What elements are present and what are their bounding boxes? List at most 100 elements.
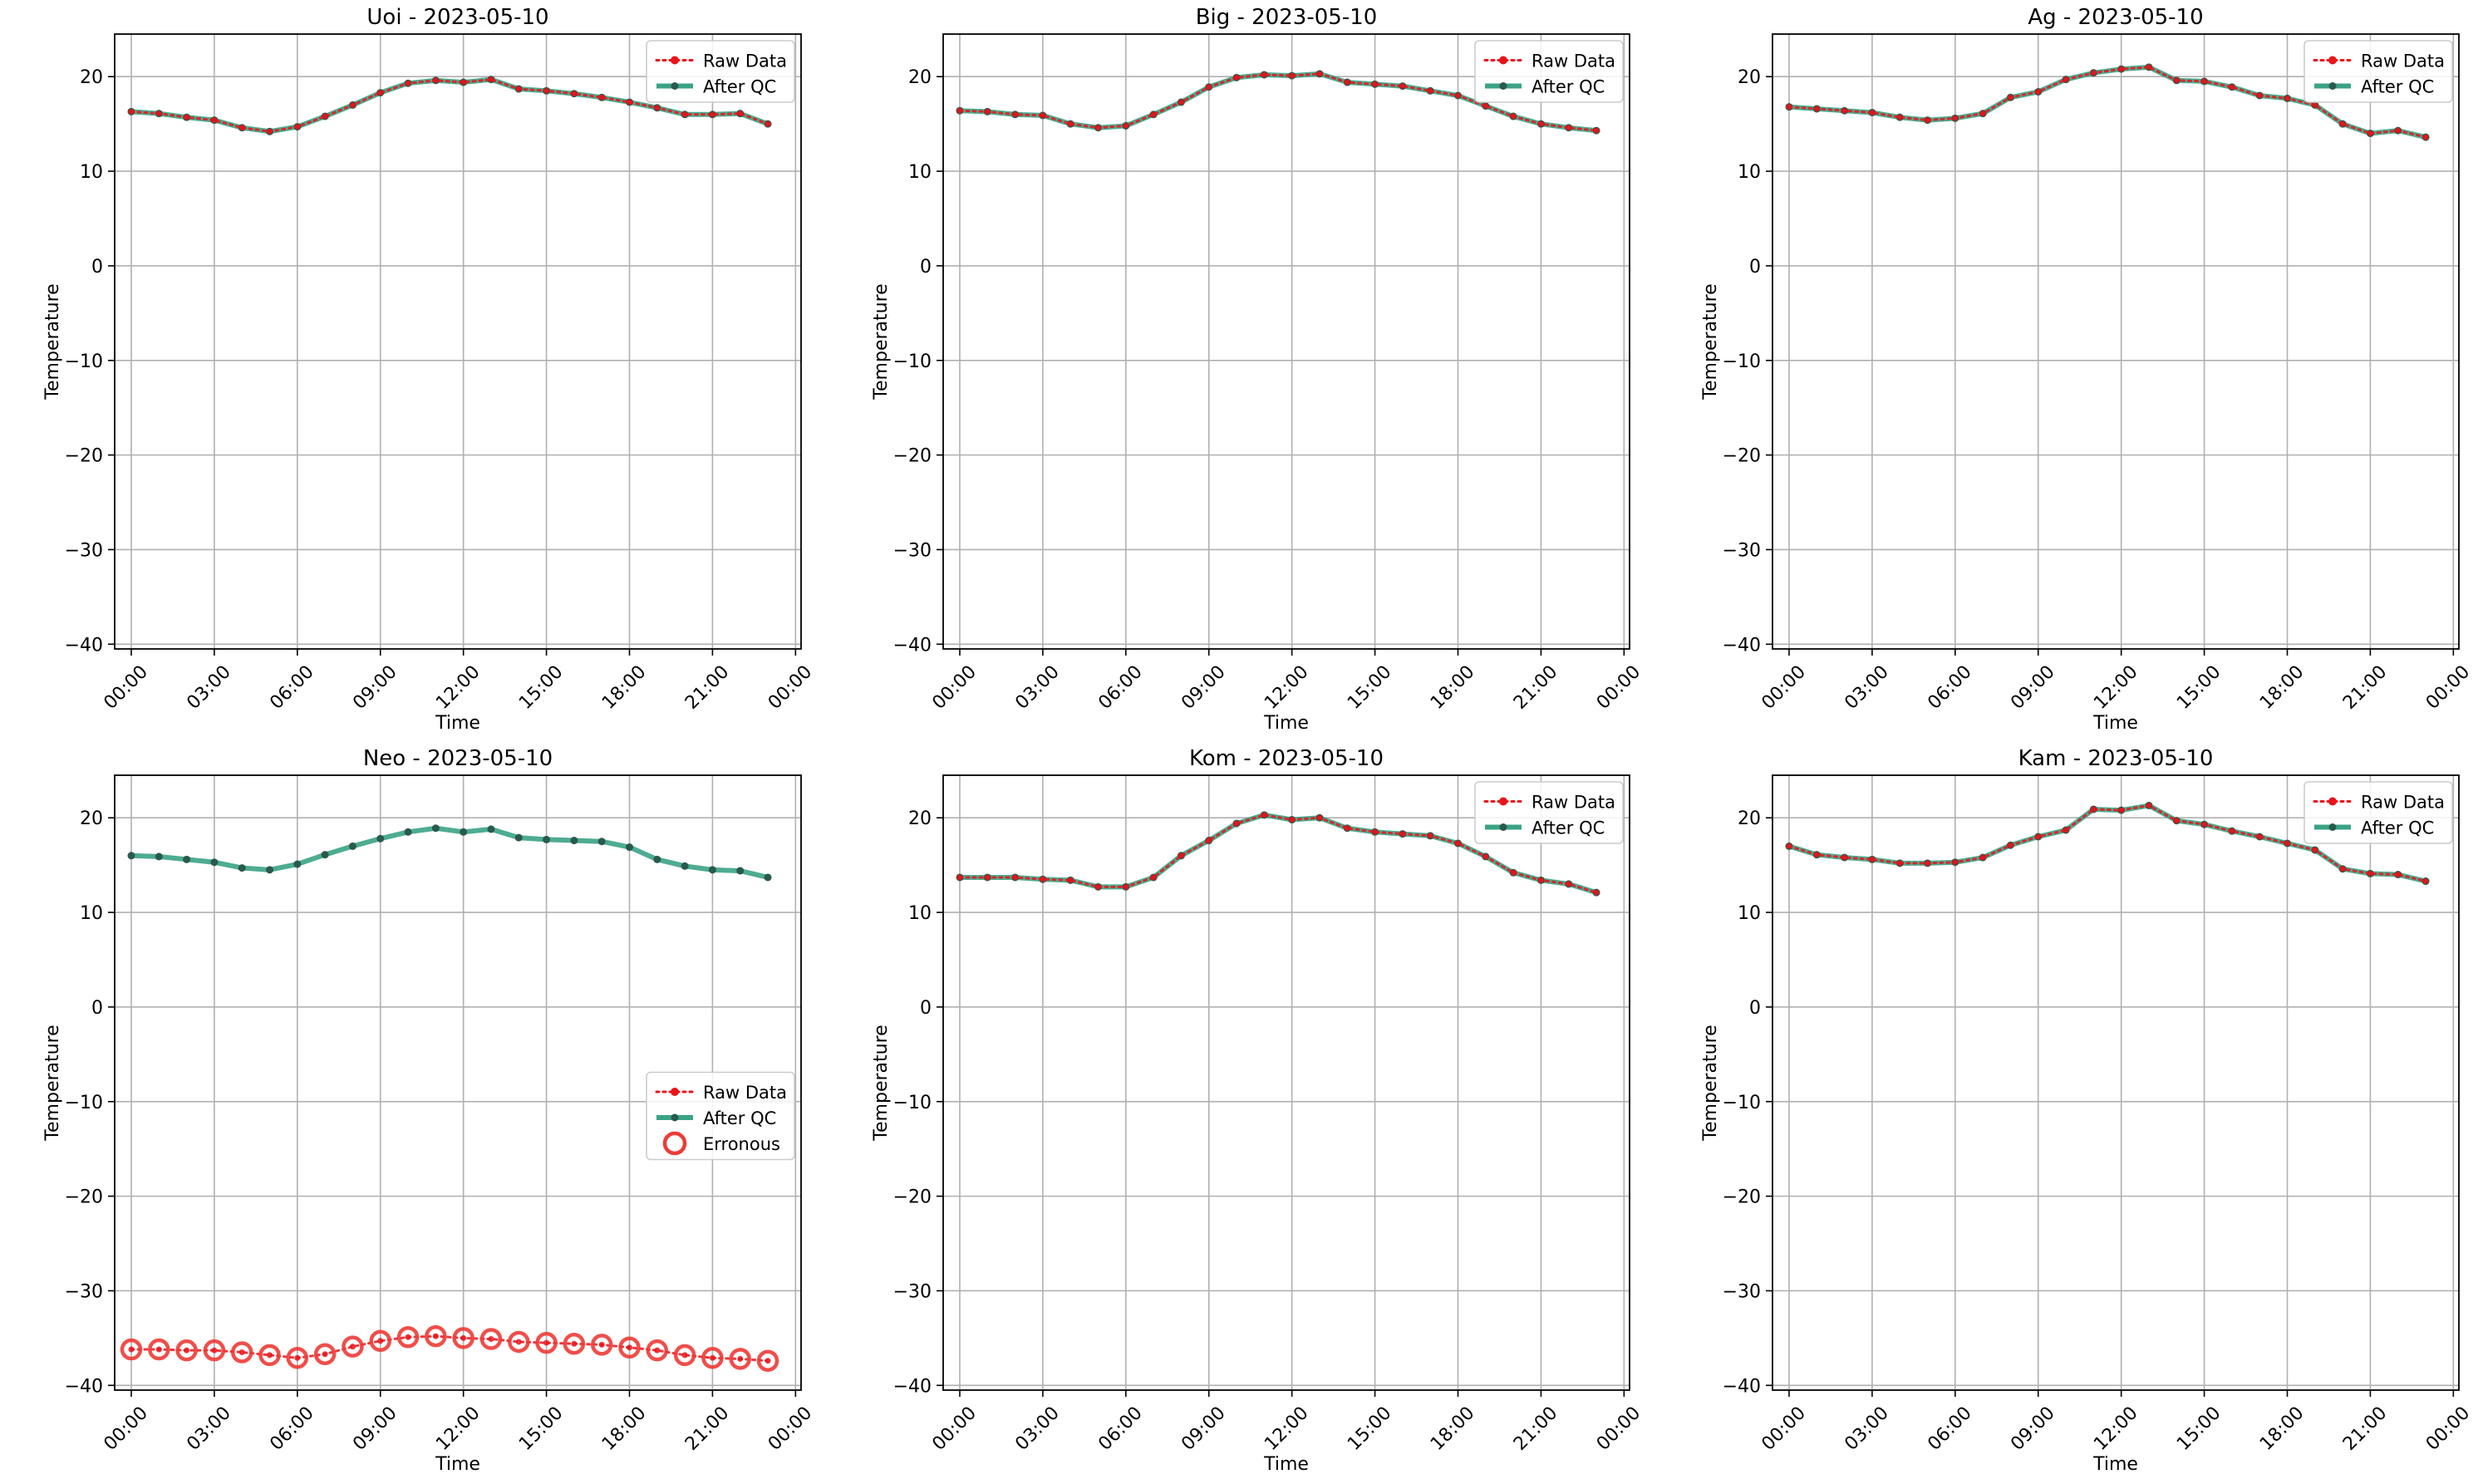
y-axis-label: Temperature bbox=[871, 283, 892, 400]
legend-label: After QC bbox=[703, 77, 776, 97]
point-raw-data bbox=[2312, 847, 2318, 853]
y-tick-label: −20 bbox=[1723, 1187, 1761, 1208]
point-raw-data bbox=[267, 128, 273, 135]
y-tick-label: 10 bbox=[1738, 162, 1761, 183]
point-raw-data bbox=[432, 1333, 439, 1339]
point-raw-data bbox=[2256, 833, 2263, 840]
point-raw-data bbox=[1012, 111, 1019, 118]
point-raw-data bbox=[2367, 130, 2373, 137]
point-raw-data bbox=[1233, 74, 1240, 81]
legend-label: After QC bbox=[1532, 77, 1605, 97]
legend-label: Erronous bbox=[703, 1134, 780, 1154]
point-after-qc bbox=[127, 852, 135, 860]
point-raw-data bbox=[543, 87, 550, 94]
point-raw-data bbox=[543, 1339, 550, 1346]
y-tick-label: −20 bbox=[65, 1187, 103, 1208]
point-raw-data bbox=[984, 874, 991, 881]
x-tick-label: 09:00 bbox=[2007, 661, 2059, 714]
series-line-raw-data bbox=[1787, 66, 2427, 139]
point-after-qc bbox=[266, 866, 274, 874]
point-raw-data bbox=[709, 1354, 715, 1361]
y-tick-label: −10 bbox=[1723, 1093, 1761, 1113]
point-erronous bbox=[563, 1332, 586, 1355]
y-tick-label: −30 bbox=[1723, 540, 1761, 561]
point-raw-data bbox=[294, 1354, 301, 1361]
point-raw-data bbox=[2063, 827, 2069, 833]
legend: Raw Data After QC bbox=[1474, 781, 1624, 844]
y-tick-label: −10 bbox=[893, 1093, 932, 1113]
point-erronous bbox=[175, 1339, 198, 1362]
legend-marker-raw-data bbox=[2328, 797, 2337, 806]
point-raw-data bbox=[1040, 112, 1046, 119]
point-erronous bbox=[258, 1344, 281, 1367]
legend-swatch-erronous bbox=[662, 1131, 687, 1156]
point-after-qc bbox=[376, 834, 385, 843]
point-raw-data bbox=[128, 1346, 135, 1353]
y-tick-label: 10 bbox=[908, 903, 932, 924]
chart-title: Big - 2023-05-10 bbox=[1196, 5, 1378, 30]
point-raw-data bbox=[1095, 883, 1102, 890]
x-tick-label: 03:00 bbox=[1841, 1403, 1893, 1455]
y-tick-label: 10 bbox=[908, 162, 932, 183]
point-erronous bbox=[729, 1348, 751, 1370]
point-raw-data bbox=[654, 105, 661, 111]
x-tick-label: 12:00 bbox=[1261, 1403, 1313, 1455]
point-erronous bbox=[479, 1328, 503, 1350]
point-raw-data bbox=[2146, 802, 2152, 808]
series-line-raw-data bbox=[958, 813, 1598, 894]
x-tick-label: 18:00 bbox=[2256, 661, 2308, 714]
point-raw-data bbox=[1896, 860, 1903, 867]
point-raw-data bbox=[405, 1334, 411, 1340]
point-raw-data bbox=[2201, 821, 2208, 828]
legend-marker-after-qc bbox=[671, 82, 679, 90]
point-raw-data bbox=[1455, 92, 1461, 99]
point-raw-data bbox=[211, 117, 218, 124]
plot-frame bbox=[942, 774, 1630, 1391]
x-tick-label: 09:00 bbox=[349, 1403, 401, 1455]
point-raw-data bbox=[1482, 853, 1489, 860]
legend-marker-raw-data bbox=[1499, 797, 1507, 806]
point-raw-data bbox=[1482, 103, 1489, 110]
point-raw-data bbox=[267, 1352, 273, 1359]
series-line-raw-data bbox=[1787, 803, 2427, 883]
point-raw-data bbox=[2422, 878, 2429, 885]
y-tick-label: 20 bbox=[1738, 808, 1761, 829]
point-raw-data bbox=[432, 77, 439, 84]
point-raw-data bbox=[1869, 856, 1876, 862]
point-erronous bbox=[148, 1338, 170, 1361]
x-tick-label: 00:00 bbox=[928, 1403, 981, 1455]
x-tick-label: 09:00 bbox=[1178, 661, 1230, 714]
point-raw-data bbox=[184, 114, 190, 120]
point-raw-data bbox=[2339, 866, 2346, 872]
point-raw-data bbox=[2229, 84, 2235, 91]
y-tick-label: 20 bbox=[1738, 67, 1761, 88]
point-raw-data bbox=[2422, 134, 2429, 140]
point-raw-data bbox=[1537, 877, 1544, 883]
point-raw-data bbox=[1372, 828, 1379, 835]
x-tick-label: 06:00 bbox=[266, 661, 318, 714]
point-raw-data bbox=[571, 91, 578, 97]
point-raw-data bbox=[956, 107, 963, 114]
x-tick-label: 00:00 bbox=[1758, 661, 1810, 714]
x-tick-label: 15:00 bbox=[515, 661, 568, 714]
x-tick-label: 21:00 bbox=[681, 1403, 734, 1455]
point-after-qc bbox=[570, 837, 578, 845]
x-tick-label: 00:00 bbox=[100, 661, 152, 714]
point-raw-data bbox=[2201, 78, 2208, 85]
point-raw-data bbox=[1952, 115, 1959, 121]
point-raw-data bbox=[765, 120, 771, 127]
chart-title: Neo - 2023-05-10 bbox=[363, 746, 553, 771]
chart-title: Uoi - 2023-05-10 bbox=[366, 5, 548, 30]
point-raw-data bbox=[1040, 876, 1046, 882]
y-tick-label: −10 bbox=[893, 351, 932, 372]
legend-label: Raw Data bbox=[703, 52, 787, 71]
y-tick-label: −40 bbox=[893, 635, 932, 656]
point-raw-data bbox=[709, 111, 715, 118]
legend-marker-after-qc bbox=[2328, 823, 2337, 831]
point-raw-data bbox=[1123, 883, 1129, 890]
point-after-qc bbox=[348, 842, 356, 850]
point-after-qc bbox=[460, 828, 468, 836]
point-raw-data bbox=[1289, 817, 1296, 823]
point-raw-data bbox=[1510, 869, 1517, 876]
